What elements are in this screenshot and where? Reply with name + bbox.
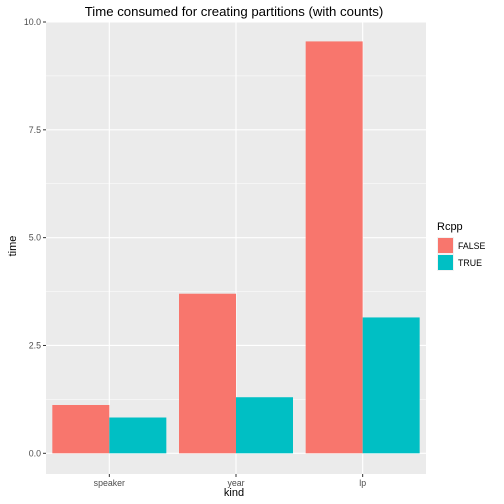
x-axis-ticks: speaker year lp: [94, 474, 366, 488]
y-tick-label: 10.0: [24, 17, 41, 27]
bar-speaker-false: [52, 404, 110, 454]
bar-year-false: [179, 293, 236, 454]
y-axis-title: time: [7, 236, 19, 257]
x-tick-label: speaker: [94, 478, 125, 488]
legend-title: Rcpp: [437, 221, 463, 233]
legend-key-true: [438, 255, 453, 270]
legend-label-true: TRUE: [458, 258, 482, 268]
bar-year-true: [236, 397, 293, 454]
y-tick-label: 0.0: [29, 448, 41, 458]
x-axis-title: kind: [224, 487, 244, 499]
bar-lp-true: [362, 317, 420, 454]
x-tick-label: year: [227, 478, 244, 488]
bar-speaker-true: [109, 417, 167, 454]
legend: Rcpp FALSE TRUE: [437, 221, 486, 271]
y-tick-label: 5.0: [29, 233, 41, 243]
y-tick-label: 7.5: [29, 125, 41, 135]
y-axis-ticks: 0.0 2.5 5.0 7.5 10.0: [24, 17, 46, 458]
x-tick-label: lp: [359, 478, 366, 488]
bar-lp-false: [305, 41, 363, 454]
legend-key-false: [438, 238, 453, 253]
chart-title: Time consumed for creating partitions (w…: [85, 4, 384, 19]
bars: [52, 41, 420, 454]
y-tick-label: 2.5: [29, 340, 41, 350]
legend-label-false: FALSE: [458, 241, 486, 251]
